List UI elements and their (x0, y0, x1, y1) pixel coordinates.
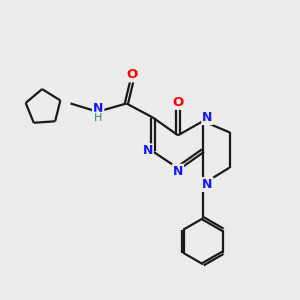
Text: N: N (93, 102, 104, 115)
Text: H: H (94, 112, 102, 123)
Text: N: N (173, 165, 183, 178)
Text: N: N (142, 144, 153, 158)
Text: N: N (202, 178, 213, 191)
Text: N: N (202, 111, 213, 124)
Text: O: O (127, 68, 138, 81)
Text: O: O (172, 96, 184, 109)
